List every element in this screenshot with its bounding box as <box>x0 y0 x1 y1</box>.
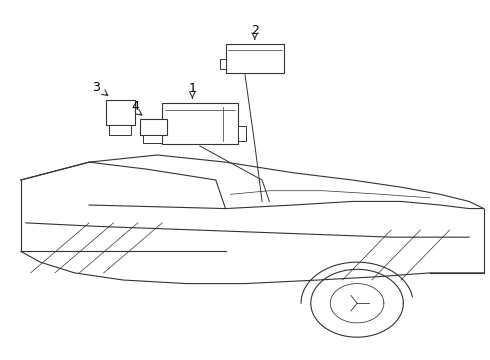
FancyBboxPatch shape <box>162 103 238 144</box>
FancyBboxPatch shape <box>140 119 167 135</box>
Text: 1: 1 <box>189 82 196 95</box>
FancyBboxPatch shape <box>220 59 225 69</box>
FancyBboxPatch shape <box>143 135 162 143</box>
Text: 2: 2 <box>251 23 259 36</box>
FancyBboxPatch shape <box>225 44 284 73</box>
Text: 4: 4 <box>131 100 139 113</box>
Text: 3: 3 <box>93 81 100 94</box>
FancyBboxPatch shape <box>238 126 246 141</box>
FancyBboxPatch shape <box>153 134 162 143</box>
FancyBboxPatch shape <box>109 125 130 135</box>
FancyBboxPatch shape <box>106 100 135 125</box>
